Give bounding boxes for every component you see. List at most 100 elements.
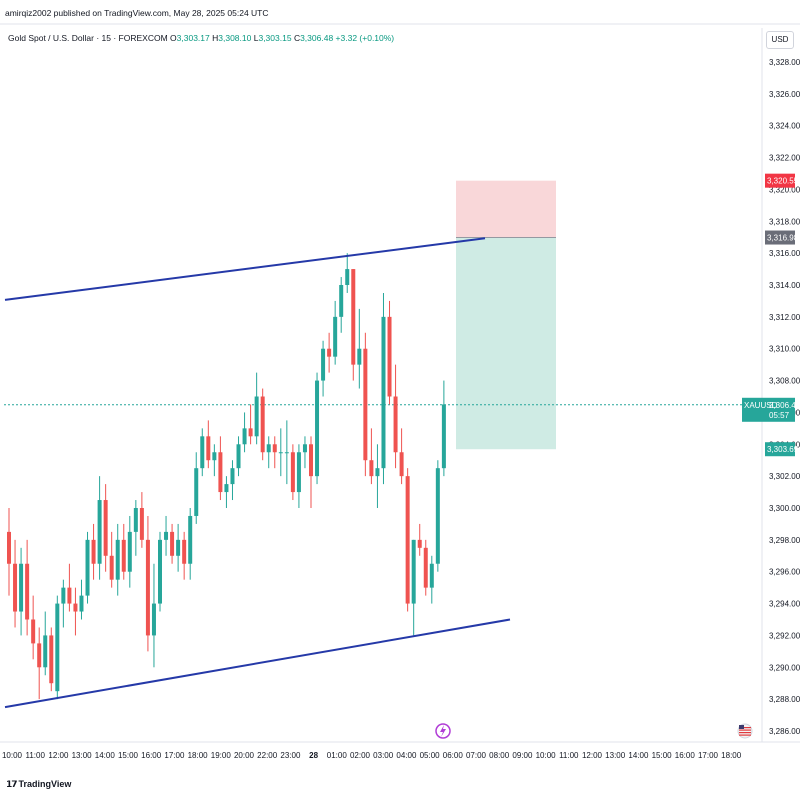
time-tick-label: 16:00	[675, 751, 696, 760]
time-tick-label: 05:00	[420, 751, 441, 760]
time-tick-label: 10:00	[536, 751, 557, 760]
candle-down	[309, 444, 313, 477]
candle-up	[333, 316, 338, 357]
candle-up	[164, 531, 169, 540]
entry-price-tag-bg	[765, 230, 795, 245]
time-tick-label: 13:00	[605, 751, 626, 760]
reward-zone[interactable]	[456, 237, 556, 450]
time-tick-label: 08:00	[489, 751, 510, 760]
candle-down	[91, 539, 96, 564]
target-price-tag-bg	[765, 442, 795, 457]
close-label: C	[293, 33, 301, 43]
candle-up	[224, 484, 229, 493]
candle-up	[284, 452, 289, 454]
candle-up	[55, 603, 60, 692]
candle-down	[49, 635, 54, 684]
current-price-text: 3,306.48	[769, 401, 800, 410]
price-tags: 3,320.55 3,316.98 3,303.69 XAUUSD3,306.4805…	[742, 173, 800, 457]
time-axis[interactable]: 10:00 11:00 12:00 13:00 14:00 15:00 16:00 17:00…	[2, 751, 742, 760]
candle-down	[206, 436, 211, 461]
position-zones[interactable]	[456, 180, 556, 450]
candle-down	[7, 531, 11, 564]
price-tick-label: 3,316.00	[769, 249, 800, 258]
candle-up	[411, 539, 416, 604]
us-flag-icon-stripe	[739, 732, 751, 734]
tradingview-logo: 𝟭𝟳 TradingView	[6, 779, 71, 790]
candle-down	[103, 500, 108, 556]
stop-price-tag: 3,320.55	[765, 173, 799, 188]
candle-up	[266, 444, 271, 453]
risk-zone[interactable]	[456, 180, 556, 238]
time-tick-label: 17:00	[164, 751, 185, 760]
target-price-tag-text: 3,303.69	[767, 445, 799, 454]
candle-down	[25, 563, 30, 620]
time-tick-label: 12:00	[582, 751, 603, 760]
candle-up	[85, 539, 90, 596]
time-tick-label: 19:00	[211, 751, 232, 760]
candle-up	[19, 563, 24, 612]
high-value: 3,308.10	[218, 33, 252, 43]
candle-up	[194, 468, 199, 516]
price-tick-label: 3,292.00	[769, 631, 800, 640]
candle-down	[145, 539, 150, 636]
candle-up	[212, 452, 217, 461]
price-tick-label: 3,324.00	[769, 122, 800, 131]
entry-price-tag: 3,316.98	[765, 230, 799, 245]
candle-down	[170, 531, 175, 556]
stop-price-tag-bg	[765, 173, 795, 188]
change-value: +3.32 (+0.10%)	[335, 33, 395, 43]
us-flag-icon-canton	[739, 725, 744, 729]
price-tick-label: 3,290.00	[769, 663, 800, 672]
candle-up	[151, 603, 156, 636]
time-tick-label: 15:00	[118, 751, 139, 760]
candle-down	[182, 539, 187, 564]
lightning-icon[interactable]	[435, 723, 451, 739]
candle-down	[327, 348, 332, 357]
candle-up	[339, 285, 344, 317]
time-tick-label: 23:00	[280, 751, 301, 760]
candle-up	[254, 396, 259, 437]
us-flag-icon-stripe	[739, 729, 751, 731]
candle-up	[176, 539, 181, 556]
price-axis[interactable]: 3,328.00 3,326.00 3,324.00 3,322.00 3,320.00…	[769, 58, 800, 736]
candle-up	[158, 539, 162, 604]
trendlines[interactable]	[4, 237, 511, 709]
candle-up	[441, 404, 446, 469]
price-tick-label: 3,318.00	[769, 217, 800, 226]
candle-down	[290, 452, 295, 493]
publisher-line: amirqiz2002 published on TradingView.com…	[5, 8, 269, 18]
price-tick-label: 3,320.00	[769, 185, 800, 194]
time-tick-label: 04:00	[396, 751, 417, 760]
candle-down	[37, 643, 42, 668]
time-tick-label: 16:00	[141, 751, 162, 760]
candle-up	[79, 595, 84, 612]
price-tick-label: 3,302.00	[769, 472, 800, 481]
candle-up	[133, 508, 138, 532]
candle-up	[375, 468, 380, 477]
event-markers[interactable]	[435, 723, 753, 739]
us-flag-icon[interactable]	[737, 723, 753, 739]
upper-trendline[interactable]	[4, 237, 486, 301]
lower-trendline[interactable]	[4, 618, 511, 709]
time-tick-label: 10:00	[2, 751, 23, 760]
currency-button[interactable]: USD	[766, 31, 794, 49]
tradingview-logo-text: TradingView	[18, 779, 72, 789]
candle-down	[67, 587, 72, 604]
price-tick-label: 3,328.00	[769, 58, 800, 67]
high-label: H	[212, 33, 219, 43]
lightning-icon-bolt	[440, 725, 446, 737]
price-tick-label: 3,286.00	[769, 727, 800, 736]
candle-down	[351, 269, 356, 365]
candle-up	[236, 444, 241, 469]
time-tick-label: 15:00	[652, 751, 673, 760]
candle-up	[115, 539, 120, 580]
candle-up	[345, 269, 350, 285]
candle-up	[97, 500, 102, 564]
price-tick-label: 3,310.00	[769, 345, 800, 354]
time-tick-label: 20:00	[234, 751, 255, 760]
price-tick-label: 3,314.00	[769, 281, 800, 290]
candle-up	[278, 452, 283, 454]
symbol-description[interactable]: Gold Spot / U.S. Dollar · 15 · FOREXCOM	[8, 33, 168, 43]
